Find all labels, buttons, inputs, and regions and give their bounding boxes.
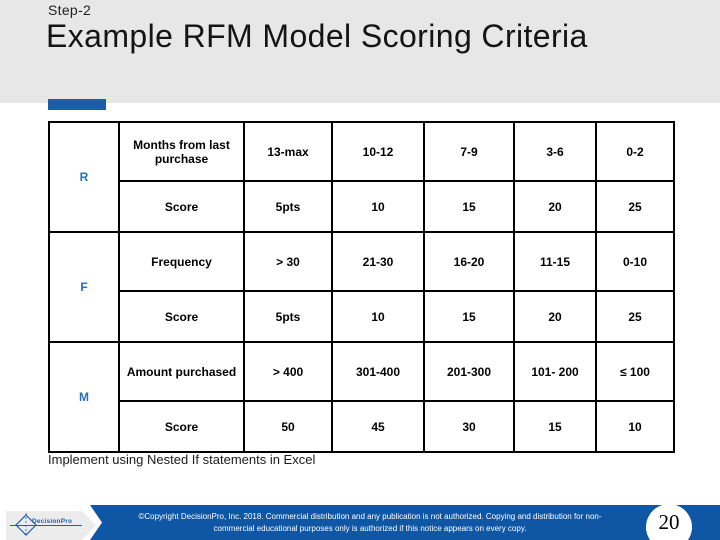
row-label: Score bbox=[118, 180, 245, 233]
value-cell: 13-max bbox=[243, 121, 333, 182]
value-cell: 25 bbox=[595, 180, 675, 233]
value-cell: 20 bbox=[513, 180, 597, 233]
row-label: Frequency bbox=[118, 231, 245, 292]
value-cell: 5pts bbox=[243, 290, 333, 343]
row-label: Score bbox=[118, 400, 245, 453]
value-cell: 21-30 bbox=[331, 231, 425, 292]
row-label: Months from last purchase bbox=[118, 121, 245, 182]
rfm-group-label-r: R bbox=[48, 121, 120, 233]
value-cell: 10 bbox=[595, 400, 675, 453]
value-cell: 0-2 bbox=[595, 121, 675, 182]
value-cell: 30 bbox=[423, 400, 515, 453]
page-number-circle: 20 bbox=[646, 504, 692, 540]
value-cell: > 400 bbox=[243, 341, 333, 402]
page-title: Example RFM Model Scoring Criteria bbox=[46, 18, 588, 54]
value-cell: 11-15 bbox=[513, 231, 597, 292]
compass-logo-icon bbox=[15, 513, 37, 537]
value-cell: 15 bbox=[423, 180, 515, 233]
copyright-text: ©Copyright DecisionPro, Inc. 2018. Comme… bbox=[138, 511, 602, 533]
rfm-group-label-f: F bbox=[48, 231, 120, 343]
table-row: Score 5pts 10 15 20 25 bbox=[49, 290, 675, 343]
value-cell: 45 bbox=[331, 400, 425, 453]
value-cell: 101- 200 bbox=[513, 341, 597, 402]
value-cell: 25 bbox=[595, 290, 675, 343]
value-cell: 50 bbox=[243, 400, 333, 453]
implementation-note: Implement using Nested If statements in … bbox=[48, 452, 316, 467]
value-cell: 10 bbox=[331, 290, 425, 343]
value-cell: 15 bbox=[513, 400, 597, 453]
value-cell: > 30 bbox=[243, 231, 333, 292]
value-cell: ≤ 100 bbox=[595, 341, 675, 402]
value-cell: 5pts bbox=[243, 180, 333, 233]
title-accent-bar bbox=[48, 99, 106, 110]
rfm-table-wrap: R Months from last purchase 13-max 10-12 7-9… bbox=[48, 121, 675, 453]
table-row: R Months from last purchase 13-max 10-12 7-9… bbox=[48, 121, 675, 233]
value-cell: 0-10 bbox=[595, 231, 675, 292]
value-cell: 3-6 bbox=[513, 121, 597, 182]
value-cell: 10 bbox=[331, 180, 425, 233]
table-row: F Frequency > 30 21-30 16-20 11-15 0-10 bbox=[48, 231, 675, 343]
logo-text: DecisionPro bbox=[32, 518, 73, 525]
value-cell: 10-12 bbox=[331, 121, 425, 182]
logo-line bbox=[10, 525, 82, 526]
table-row: Score 5pts 10 15 20 25 bbox=[49, 180, 675, 233]
logo-band: DecisionPro bbox=[6, 511, 96, 540]
value-cell: 16-20 bbox=[423, 231, 515, 292]
value-cell: 301-400 bbox=[331, 341, 425, 402]
rfm-table: R Months from last purchase 13-max 10-12 7-9… bbox=[48, 121, 675, 453]
rfm-group-label-m: M bbox=[48, 341, 120, 453]
title-area: Step-2 Example RFM Model Scoring Criteri… bbox=[0, 0, 720, 103]
value-cell: 201-300 bbox=[423, 341, 515, 402]
value-cell: 15 bbox=[423, 290, 515, 343]
step-label: Step-2 bbox=[48, 2, 92, 18]
footer-bar: ©Copyright DecisionPro, Inc. 2018. Comme… bbox=[90, 505, 720, 540]
table-row: Score 50 45 30 15 10 bbox=[49, 400, 675, 453]
row-label: Amount purchased bbox=[118, 341, 245, 402]
page-number: 20 bbox=[658, 510, 680, 534]
value-cell: 7-9 bbox=[423, 121, 515, 182]
value-cell: 20 bbox=[513, 290, 597, 343]
table-row: M Amount purchased > 400 301-400 201-300 101-… bbox=[48, 341, 675, 453]
row-label: Score bbox=[118, 290, 245, 343]
